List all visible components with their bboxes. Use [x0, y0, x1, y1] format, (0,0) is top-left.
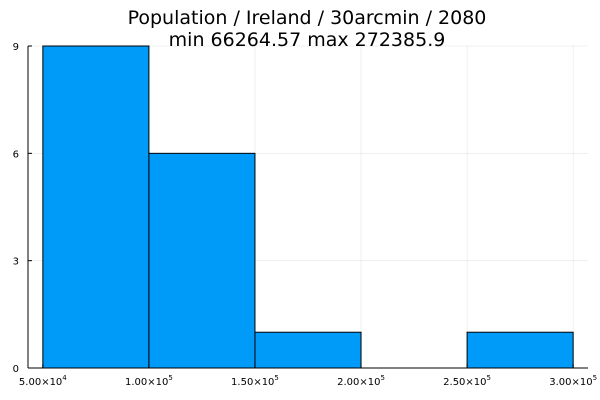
chart-subtitle: min 66264.57 max 272385.9	[169, 29, 446, 51]
histogram-bars	[42, 45, 574, 369]
axes	[27, 45, 588, 369]
x-tick-label: 3.00×105	[549, 374, 597, 388]
x-tick-label: 2.50×105	[443, 374, 491, 388]
y-tick-label: 6	[13, 149, 19, 160]
x-tick-label: 1.00×105	[125, 374, 173, 388]
chart-title: Population / Ireland / 30arcmin / 2080	[128, 7, 487, 29]
histogram-bar	[466, 331, 574, 369]
y-tick-label: 0	[13, 364, 19, 375]
x-tick-label: 1.50×105	[231, 374, 279, 388]
y-tick-label: 9	[13, 42, 19, 53]
histogram-bar	[148, 152, 256, 369]
y-tick-label: 3	[13, 257, 19, 268]
histogram-bar	[42, 45, 150, 369]
y-tick-labels: 0 3 6 9	[13, 42, 19, 375]
x-tick-label: 2.00×105	[337, 374, 385, 388]
histogram-bar	[254, 331, 362, 369]
x-tick-label: 5.00×104	[19, 374, 67, 388]
x-tick-labels: 5.00×104 1.00×105 1.50×105 2.00×105 2.50×105…	[19, 374, 597, 388]
